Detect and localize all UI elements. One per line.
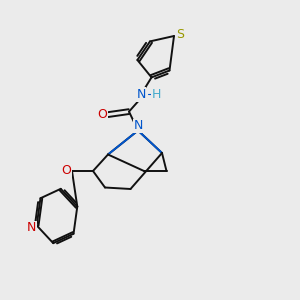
Text: N: N bbox=[133, 119, 143, 132]
Text: O: O bbox=[98, 108, 107, 121]
Text: H: H bbox=[151, 88, 161, 101]
Text: N: N bbox=[136, 88, 146, 101]
Text: N: N bbox=[27, 221, 36, 234]
Text: O: O bbox=[61, 164, 71, 178]
Text: S: S bbox=[176, 28, 184, 41]
